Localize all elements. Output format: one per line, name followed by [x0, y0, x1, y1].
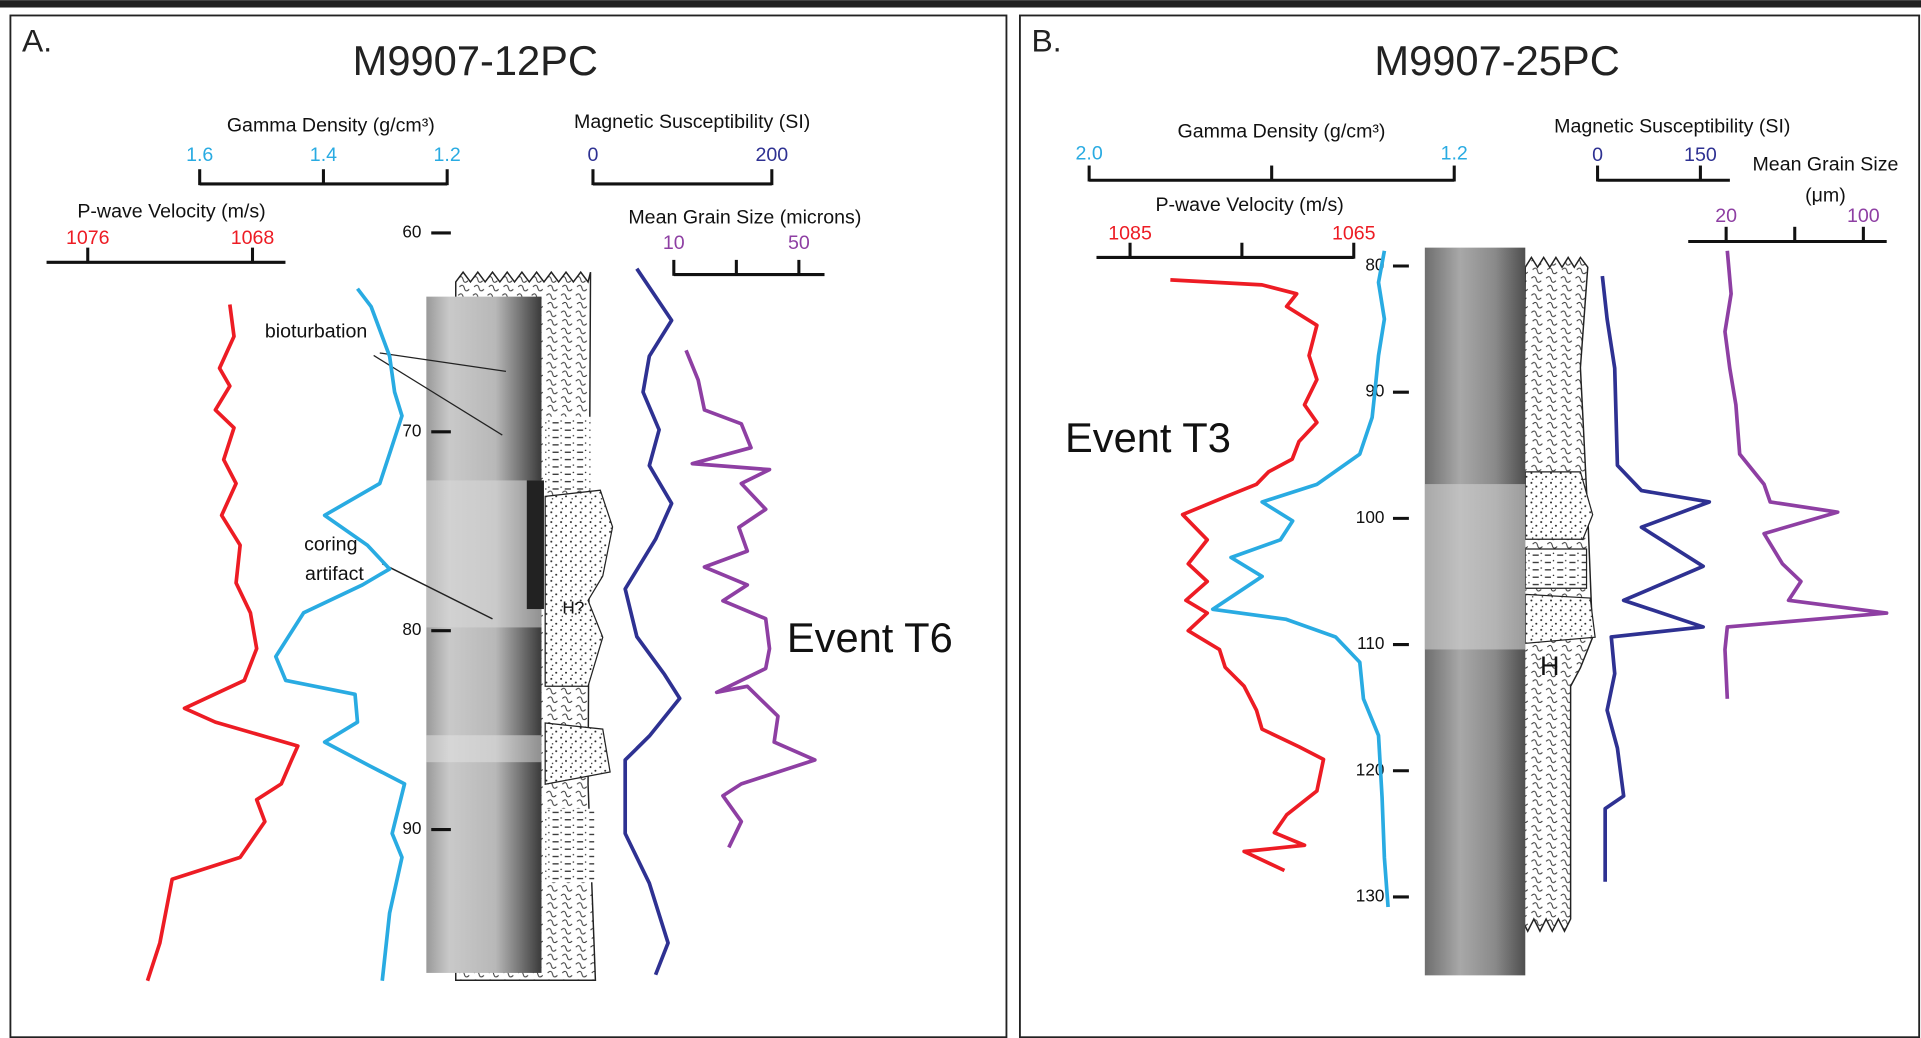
leader-line	[379, 352, 507, 372]
scale-title: Magnetic Susceptibility (SI)	[574, 111, 810, 133]
annotation: artifact	[305, 563, 364, 585]
scale-tick-label: 10	[663, 232, 685, 254]
depth-tick-label: 130	[1356, 885, 1385, 905]
scale-tick-label: 1076	[66, 227, 110, 249]
depth-tick-label: 70	[402, 420, 421, 440]
chart-title: M9907-25PC	[1374, 37, 1619, 84]
leader-line	[373, 354, 503, 436]
scale-tick-label: 1068	[231, 227, 275, 249]
core-image	[426, 735, 542, 763]
scale-tick-label: 100	[1847, 205, 1880, 227]
scale-tick-label: 1085	[1108, 222, 1152, 244]
scale-tick-label: 1.2	[1441, 143, 1468, 165]
scale-title: P-wave Velocity (m/s)	[1155, 194, 1343, 216]
annotation: bioturbation	[265, 320, 367, 342]
chart-title: M9907-12PC	[353, 37, 598, 84]
log-curve	[1170, 278, 1326, 873]
log-curve	[623, 267, 682, 976]
scale-tick-label: 20	[1715, 205, 1737, 227]
depth-tick-label: 80	[402, 619, 421, 639]
log-curve	[684, 349, 817, 849]
panel-frame	[1018, 14, 1921, 1038]
annotation: H	[1540, 651, 1559, 681]
scale-tick-label: 150	[1684, 144, 1717, 166]
leader-line	[381, 563, 493, 620]
annotation: H?	[562, 598, 584, 618]
scale-tick-label: 200	[755, 144, 788, 166]
scale-title: Magnetic Susceptibility (SI)	[1554, 116, 1790, 138]
depth-tick-label: 60	[402, 221, 421, 241]
core-image	[426, 480, 542, 628]
scale-title: Mean Grain Size	[1752, 154, 1898, 176]
lithology-column	[1518, 256, 1596, 933]
log-curve	[273, 287, 407, 981]
annotation: Event T3	[1065, 414, 1231, 461]
core-image	[1424, 484, 1526, 650]
panel-label: A.	[22, 22, 52, 58]
scale-tick-label: 2.0	[1076, 143, 1103, 165]
annotation: Event T6	[787, 614, 953, 661]
scale-tick-label: 0	[1592, 144, 1603, 166]
log-curve	[1723, 250, 1889, 699]
scale-title: Gamma Density (g/cm³)	[227, 115, 435, 137]
panel-label: B.	[1032, 22, 1062, 58]
depth-tick-label: 110	[1357, 633, 1384, 653]
scale-title: Gamma Density (g/cm³)	[1178, 121, 1386, 143]
depth-tick-label: 90	[402, 818, 421, 838]
log-curve	[145, 304, 300, 982]
scale-tick-label: 1.6	[186, 144, 213, 166]
scale-tick-label: 0	[588, 144, 599, 166]
panel-frame	[9, 14, 1008, 1038]
log-curve	[1600, 275, 1712, 882]
scale-tick-label: 1065	[1332, 222, 1376, 244]
scale-title: (μm)	[1805, 184, 1846, 206]
annotation: coring	[304, 534, 357, 556]
scale-tick-label: 1.2	[434, 144, 461, 166]
scale-tick-label: 50	[788, 232, 810, 254]
scale-tick-label: 1.4	[310, 144, 337, 166]
core-image	[526, 480, 544, 610]
top-bar	[0, 0, 1921, 8]
scale-title: P-wave Velocity (m/s)	[77, 200, 265, 222]
depth-tick-label: 120	[1356, 759, 1385, 779]
log-curve	[1210, 250, 1390, 908]
depth-tick-label: 100	[1356, 507, 1385, 527]
core-image	[426, 296, 542, 973]
scale-title: Mean Grain Size (microns)	[628, 206, 861, 228]
